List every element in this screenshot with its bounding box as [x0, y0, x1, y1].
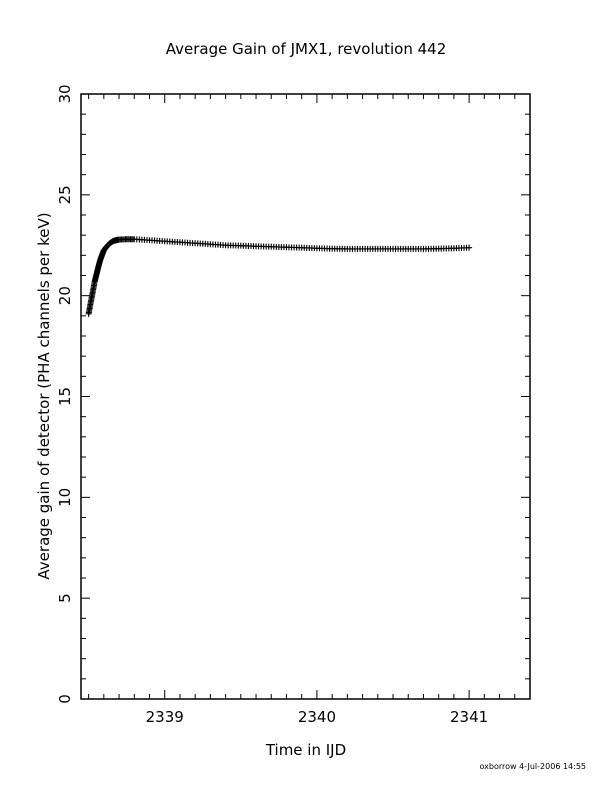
- chart-title: Average Gain of JMX1, revolution 442: [166, 40, 447, 58]
- y-tick-label: 30: [56, 84, 74, 103]
- x-tick-label: 2340: [298, 708, 336, 726]
- y-tick-label: 10: [56, 488, 74, 507]
- y-axis-label: Average gain of detector (PHA channels p…: [35, 212, 53, 579]
- y-tick-label: 25: [56, 185, 74, 204]
- data-point: [466, 244, 473, 251]
- plot-frame: [80, 93, 531, 700]
- x-tick-label: 2341: [450, 708, 488, 726]
- y-tick-label: 15: [56, 387, 74, 406]
- x-tick-label: 2339: [146, 708, 184, 726]
- data-series: [85, 236, 473, 317]
- x-axis: 2339 2340 2341: [88, 94, 531, 726]
- x-axis-label: Time in IJD: [265, 741, 346, 759]
- y-tick-label: 0: [56, 694, 74, 704]
- credit-footer: oxborrow 4-Jul-2006 14:55: [479, 762, 586, 771]
- y-tick-label: 20: [56, 286, 74, 305]
- y-axis: 0 5 10 15 20 25 30: [56, 84, 530, 704]
- y-tick-label: 5: [56, 593, 74, 603]
